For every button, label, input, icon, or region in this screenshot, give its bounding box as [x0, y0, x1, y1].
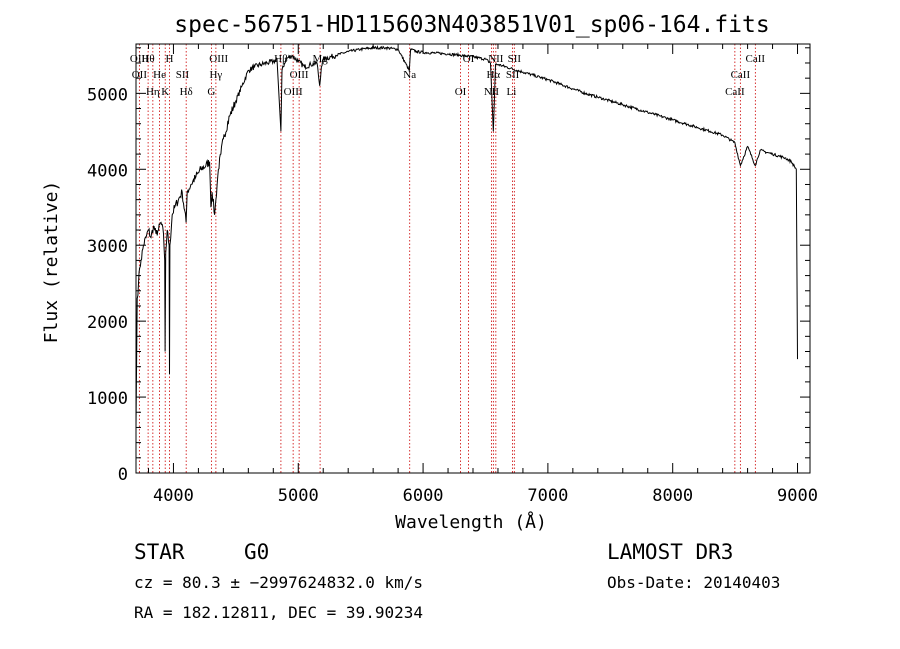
line-label: OI — [455, 86, 467, 98]
x-tick-label: 8000 — [652, 486, 693, 506]
line-label: Li — [507, 86, 517, 98]
object-subclass: G0 — [244, 540, 270, 564]
spectrum-line — [135, 45, 798, 428]
line-label: NII — [488, 53, 504, 65]
plot-frame — [135, 43, 811, 474]
y-tick-label: 2000 — [87, 313, 128, 333]
y-tick-label: 0 — [118, 465, 128, 485]
x-tick-label: 5000 — [278, 486, 319, 506]
line-label: OII — [132, 69, 148, 81]
line-label: CaII — [746, 53, 766, 65]
redshift-info: cz = 80.3 ± −2997624832.0 km/s — [134, 573, 423, 592]
coordinates: RA = 182.12811, DEC = 39.90234 — [134, 603, 423, 622]
line-label: H — [165, 53, 173, 65]
object-class: STAR — [134, 540, 185, 564]
line-label: SII — [176, 69, 190, 81]
line-label: OIII — [130, 53, 149, 65]
x-tick-label: 6000 — [403, 486, 444, 506]
x-axis-label: Wavelength (Å) — [395, 511, 547, 533]
chart-title: spec-56751-HD115603N403851V01_sp06-164.f… — [174, 12, 769, 38]
line-label: Hα — [486, 69, 500, 81]
observation-date: Obs-Date: 20140403 — [607, 573, 781, 592]
line-label: Hη — [146, 86, 160, 98]
x-tick-label: 4000 — [153, 486, 194, 506]
y-tick-label: 1000 — [87, 389, 128, 409]
x-tick-label: 9000 — [777, 486, 818, 506]
y-axis-label: Flux (relative) — [41, 181, 62, 344]
line-label: SII — [508, 53, 522, 65]
line-label: CaII — [731, 69, 751, 81]
line-label: OIII — [209, 53, 228, 65]
line-label: G — [207, 86, 215, 98]
line-label: Na — [403, 69, 416, 81]
y-tick-label: 3000 — [87, 237, 128, 257]
x-axis-ticks: 4000 5000 6000 7000 8000 9000 — [147, 44, 818, 506]
line-label: Hθ — [141, 53, 154, 65]
y-tick-label: 5000 — [87, 85, 128, 105]
line-label: Hδ — [180, 86, 193, 98]
x-tick-label: 7000 — [527, 486, 568, 506]
survey-name: LAMOST DR3 — [607, 540, 734, 564]
line-label: SII — [506, 69, 520, 81]
line-label: OIII — [284, 86, 303, 98]
line-label: Hγ — [209, 69, 222, 81]
line-label: He — [153, 69, 166, 81]
y-tick-label: 4000 — [87, 161, 128, 181]
spectral-line-markers — [138, 44, 756, 473]
y-axis-ticks: 0 1000 2000 3000 4000 5000 — [87, 47, 810, 485]
line-label: K — [161, 86, 169, 98]
spectral-line-labels: HθOIIHηOIIIHeKHSIIHδOIIIHγGHβOIIIOIIIMgN… — [130, 53, 766, 98]
line-label: CaII — [725, 86, 745, 98]
line-label: OI — [463, 53, 475, 65]
line-label: OIII — [290, 69, 309, 81]
